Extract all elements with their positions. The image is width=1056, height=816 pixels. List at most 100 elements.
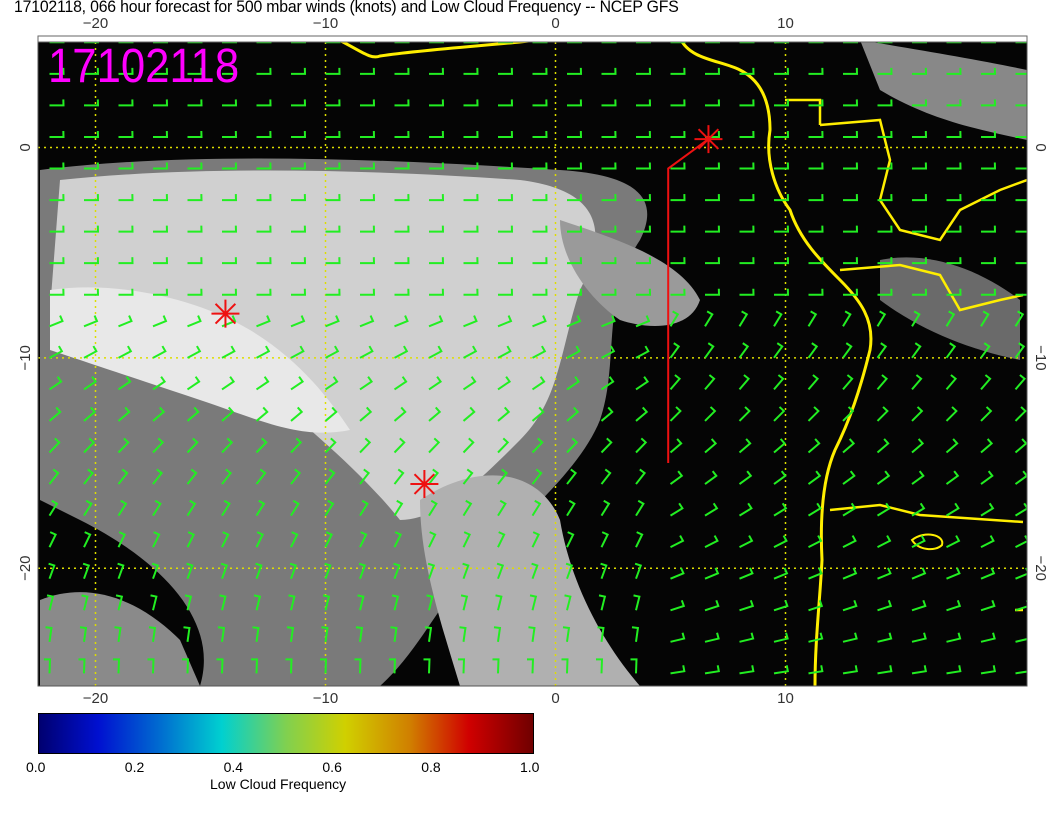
wind-barb — [1015, 632, 1027, 643]
wind-barb — [290, 468, 302, 485]
wind-barb — [45, 626, 53, 642]
lat-tick-label: −10 — [17, 345, 34, 370]
wind-barb — [636, 288, 652, 296]
wind-barb — [877, 567, 892, 580]
wind-barb — [635, 437, 648, 454]
wind-barb — [946, 99, 962, 107]
wind-barb — [222, 99, 238, 107]
wind-barb — [359, 531, 368, 548]
wind-barb — [153, 162, 169, 170]
wind-barb — [980, 665, 997, 675]
wind-barb — [152, 345, 167, 359]
wind-barb — [670, 67, 686, 75]
wind-barb — [394, 288, 410, 296]
wind-barb — [773, 438, 787, 454]
wind-barb — [843, 257, 859, 265]
wind-barb — [635, 499, 645, 517]
wind-barb — [355, 626, 364, 642]
wind-barb — [255, 437, 268, 454]
wind-barb — [83, 499, 93, 517]
wind-barb — [498, 67, 514, 75]
wind-barb — [807, 374, 820, 391]
wind-barb — [428, 315, 444, 328]
storm-track — [667, 138, 710, 464]
wind-barb — [946, 665, 962, 675]
wind-barb — [497, 499, 507, 517]
wind-barb — [980, 406, 993, 422]
wind-barb — [255, 406, 269, 422]
wind-barb — [153, 257, 169, 265]
wind-barb — [117, 406, 131, 422]
wind-barb — [324, 531, 333, 548]
wind-barb — [147, 658, 155, 674]
wind-barb — [670, 632, 686, 643]
wind-barb — [566, 437, 579, 454]
wind-barb — [598, 594, 607, 611]
track-line — [667, 138, 710, 464]
wind-barb — [567, 130, 583, 138]
wind-barb — [842, 470, 856, 485]
wind-barb — [221, 437, 234, 454]
wind-barb — [601, 345, 616, 359]
wind-barb — [83, 468, 95, 485]
wind-barb — [291, 130, 307, 138]
wind-barb — [498, 194, 514, 202]
wind-barb — [670, 225, 686, 233]
wind-barb — [359, 499, 369, 517]
wind-barb — [704, 632, 720, 643]
wind-barb — [842, 535, 857, 549]
wind-barb — [911, 665, 928, 675]
wind-barb — [877, 257, 893, 265]
wind-barb — [325, 225, 341, 233]
wind-barb — [1015, 262, 1027, 265]
wind-barb — [738, 310, 749, 327]
wind-barb — [152, 315, 168, 328]
wind-barb — [877, 225, 893, 233]
wind-barb — [360, 99, 376, 107]
wind-barb — [808, 567, 823, 580]
wind-barb — [221, 406, 235, 422]
wind-barb — [360, 257, 376, 265]
wind-barb — [843, 67, 859, 75]
wind-barb — [112, 658, 121, 674]
wind-barb — [980, 632, 996, 643]
wind-barb — [912, 130, 928, 138]
wind-barb — [567, 194, 583, 202]
wind-barb — [495, 594, 503, 611]
wind-barb — [670, 567, 685, 580]
wind-barb — [600, 562, 608, 580]
wind-barb — [186, 562, 194, 580]
wind-barb — [221, 531, 230, 548]
wind-barb — [187, 257, 203, 265]
wind-barb — [49, 315, 64, 328]
wind-barb — [84, 99, 100, 107]
wind-barb — [843, 162, 859, 170]
wind-barb — [669, 374, 682, 391]
lon-tick-label: 10 — [777, 690, 794, 707]
wind-barb — [877, 67, 893, 75]
wind-barb — [946, 288, 962, 296]
wind-barb — [48, 406, 62, 422]
wind-barb — [359, 437, 372, 454]
wind-barb — [428, 437, 441, 454]
wind-barb — [946, 535, 961, 549]
wind-barb — [291, 162, 307, 170]
wind-barb — [532, 345, 547, 359]
wind-barb — [187, 162, 203, 170]
wind-barb — [739, 288, 755, 296]
wind-barb — [255, 531, 264, 548]
wind-barb — [492, 658, 500, 674]
wind-barb — [981, 130, 997, 138]
wind-barb — [360, 288, 376, 296]
wind-barb — [567, 257, 583, 265]
wind-barb — [704, 567, 720, 580]
wind-barb — [773, 599, 789, 612]
wind-barb — [221, 499, 231, 517]
wind-barb — [152, 499, 162, 517]
wind-barb — [532, 257, 548, 265]
wind-barb — [84, 162, 100, 170]
wind-barb — [393, 376, 408, 391]
wind-barb — [531, 562, 539, 580]
wind-barb — [911, 342, 922, 359]
wind-barb — [48, 468, 60, 485]
